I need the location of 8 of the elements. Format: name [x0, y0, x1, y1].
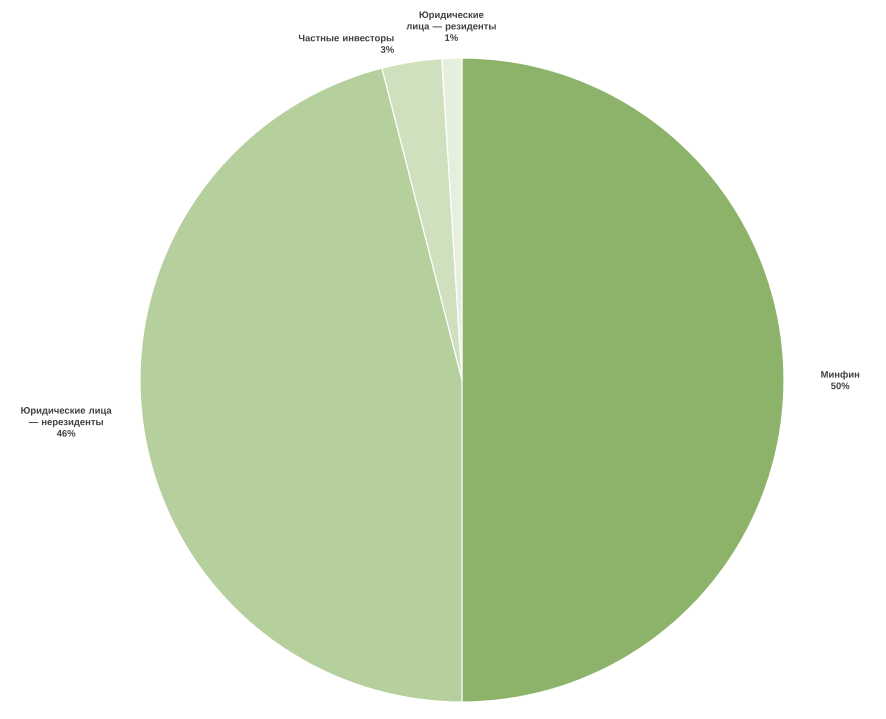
slice-label: Юридические лица — резиденты — [406, 11, 496, 32]
slice-label: Минфин — [821, 370, 860, 380]
slice-label: Юридические лица — нерезиденты — [21, 407, 112, 428]
slice-label: Частные инвесторы — [298, 34, 394, 44]
data-label: 50% — [831, 382, 850, 390]
data-label: 1% — [445, 34, 458, 41]
data-label: 46% — [56, 430, 76, 437]
data-label: 3% — [380, 46, 394, 53]
